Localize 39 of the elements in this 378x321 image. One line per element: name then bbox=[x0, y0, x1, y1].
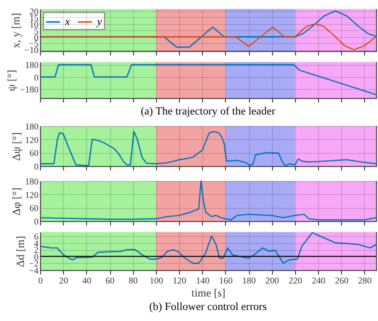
x-tick-label: 40 bbox=[82, 276, 92, 286]
y-tick-label: 60 bbox=[30, 148, 39, 158]
line-series bbox=[39, 232, 377, 264]
y-axis-title: Δφ [°] bbox=[11, 188, 23, 216]
x-tick-label: 120 bbox=[172, 276, 187, 286]
x-tick-label: 200 bbox=[265, 276, 280, 286]
y-tick-label: 180 bbox=[25, 60, 39, 70]
x-tick-label: 260 bbox=[334, 276, 349, 286]
x-tick-label: 160 bbox=[219, 276, 234, 286]
x-tick-label: 100 bbox=[150, 276, 164, 286]
text: (b) Follower control errors bbox=[149, 301, 267, 313]
y-tick-label: 20 bbox=[30, 6, 39, 16]
y-tick-label: −180 bbox=[20, 84, 39, 95]
x-axis-title: time [s] bbox=[192, 288, 226, 300]
y-tick-label: 180 bbox=[25, 176, 39, 186]
line-series bbox=[39, 64, 377, 96]
y-tick-label: 120 bbox=[25, 190, 39, 200]
x-tick-label: 60 bbox=[106, 276, 116, 286]
x-tick-label: 280 bbox=[358, 276, 372, 286]
text: (a) The trajectory of the leader bbox=[140, 106, 276, 118]
x-tick-label: 140 bbox=[196, 276, 210, 286]
y-tick-label: −10 bbox=[24, 45, 39, 56]
y-tick-label: 0 bbox=[34, 216, 39, 226]
legend-label: y bbox=[96, 16, 102, 28]
y-tick-label: 0 bbox=[34, 72, 39, 82]
y-tick-label: 180 bbox=[25, 122, 39, 132]
y-axis-title: Δd [m] bbox=[14, 236, 27, 268]
y-axis-title: x, y [m] bbox=[10, 12, 22, 48]
legend-label: x bbox=[64, 16, 70, 28]
x-tick-label: 80 bbox=[128, 276, 138, 286]
y-axis-title: ψ [°] bbox=[6, 70, 18, 92]
x-tick-label: 20 bbox=[59, 276, 69, 286]
y-tick-label: 120 bbox=[25, 134, 39, 145]
y-tick-label: 0 bbox=[34, 162, 39, 172]
x-tick-label: 220 bbox=[288, 276, 303, 286]
y-axis-title: Δψ [°] bbox=[11, 132, 23, 161]
y-tick-label: 60 bbox=[30, 203, 39, 214]
x-tick-label: 180 bbox=[242, 276, 256, 286]
x-tick-label: 240 bbox=[312, 276, 326, 286]
